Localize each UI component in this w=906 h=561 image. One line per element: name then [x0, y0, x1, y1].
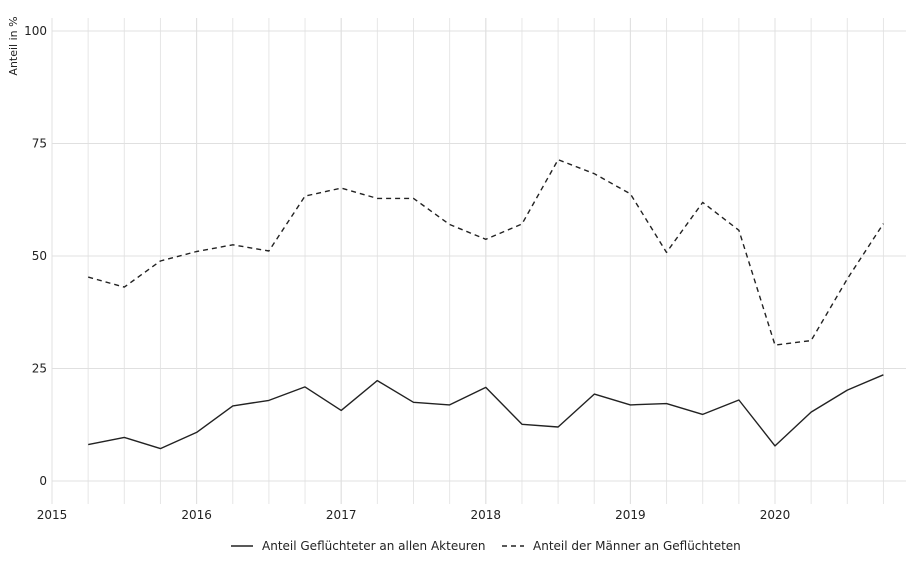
- x-tick-label: 2018: [471, 508, 502, 522]
- grid: [51, 18, 906, 504]
- y-tick-label: 75: [32, 137, 47, 151]
- y-tick-label: 50: [32, 249, 47, 263]
- y-axis-title: Anteil in %: [7, 16, 20, 75]
- series-line-refugee-share: [88, 374, 884, 450]
- x-tick-label: 2017: [326, 508, 357, 522]
- y-tick-label: 0: [39, 474, 47, 488]
- y-tick-label: 25: [32, 362, 47, 376]
- series-line-male-share: [88, 158, 884, 346]
- legend: Anteil Geflüchteter an allen Akteuren Ant…: [231, 539, 741, 553]
- series: [88, 158, 884, 450]
- axes: 0 25 50 75 100 2015 2016 2017 2018 2019 2020 Anteil…: [7, 16, 790, 522]
- legend-label: Anteil der Männer an Geflüchteten: [533, 539, 741, 553]
- x-tick-label: 2019: [615, 508, 646, 522]
- x-tick-label: 2020: [760, 508, 791, 522]
- x-tick-label: 2015: [37, 508, 68, 522]
- legend-label: Anteil Geflüchteter an allen Akteuren: [262, 539, 485, 553]
- y-tick-label: 100: [24, 24, 47, 38]
- x-tick-label: 2016: [181, 508, 212, 522]
